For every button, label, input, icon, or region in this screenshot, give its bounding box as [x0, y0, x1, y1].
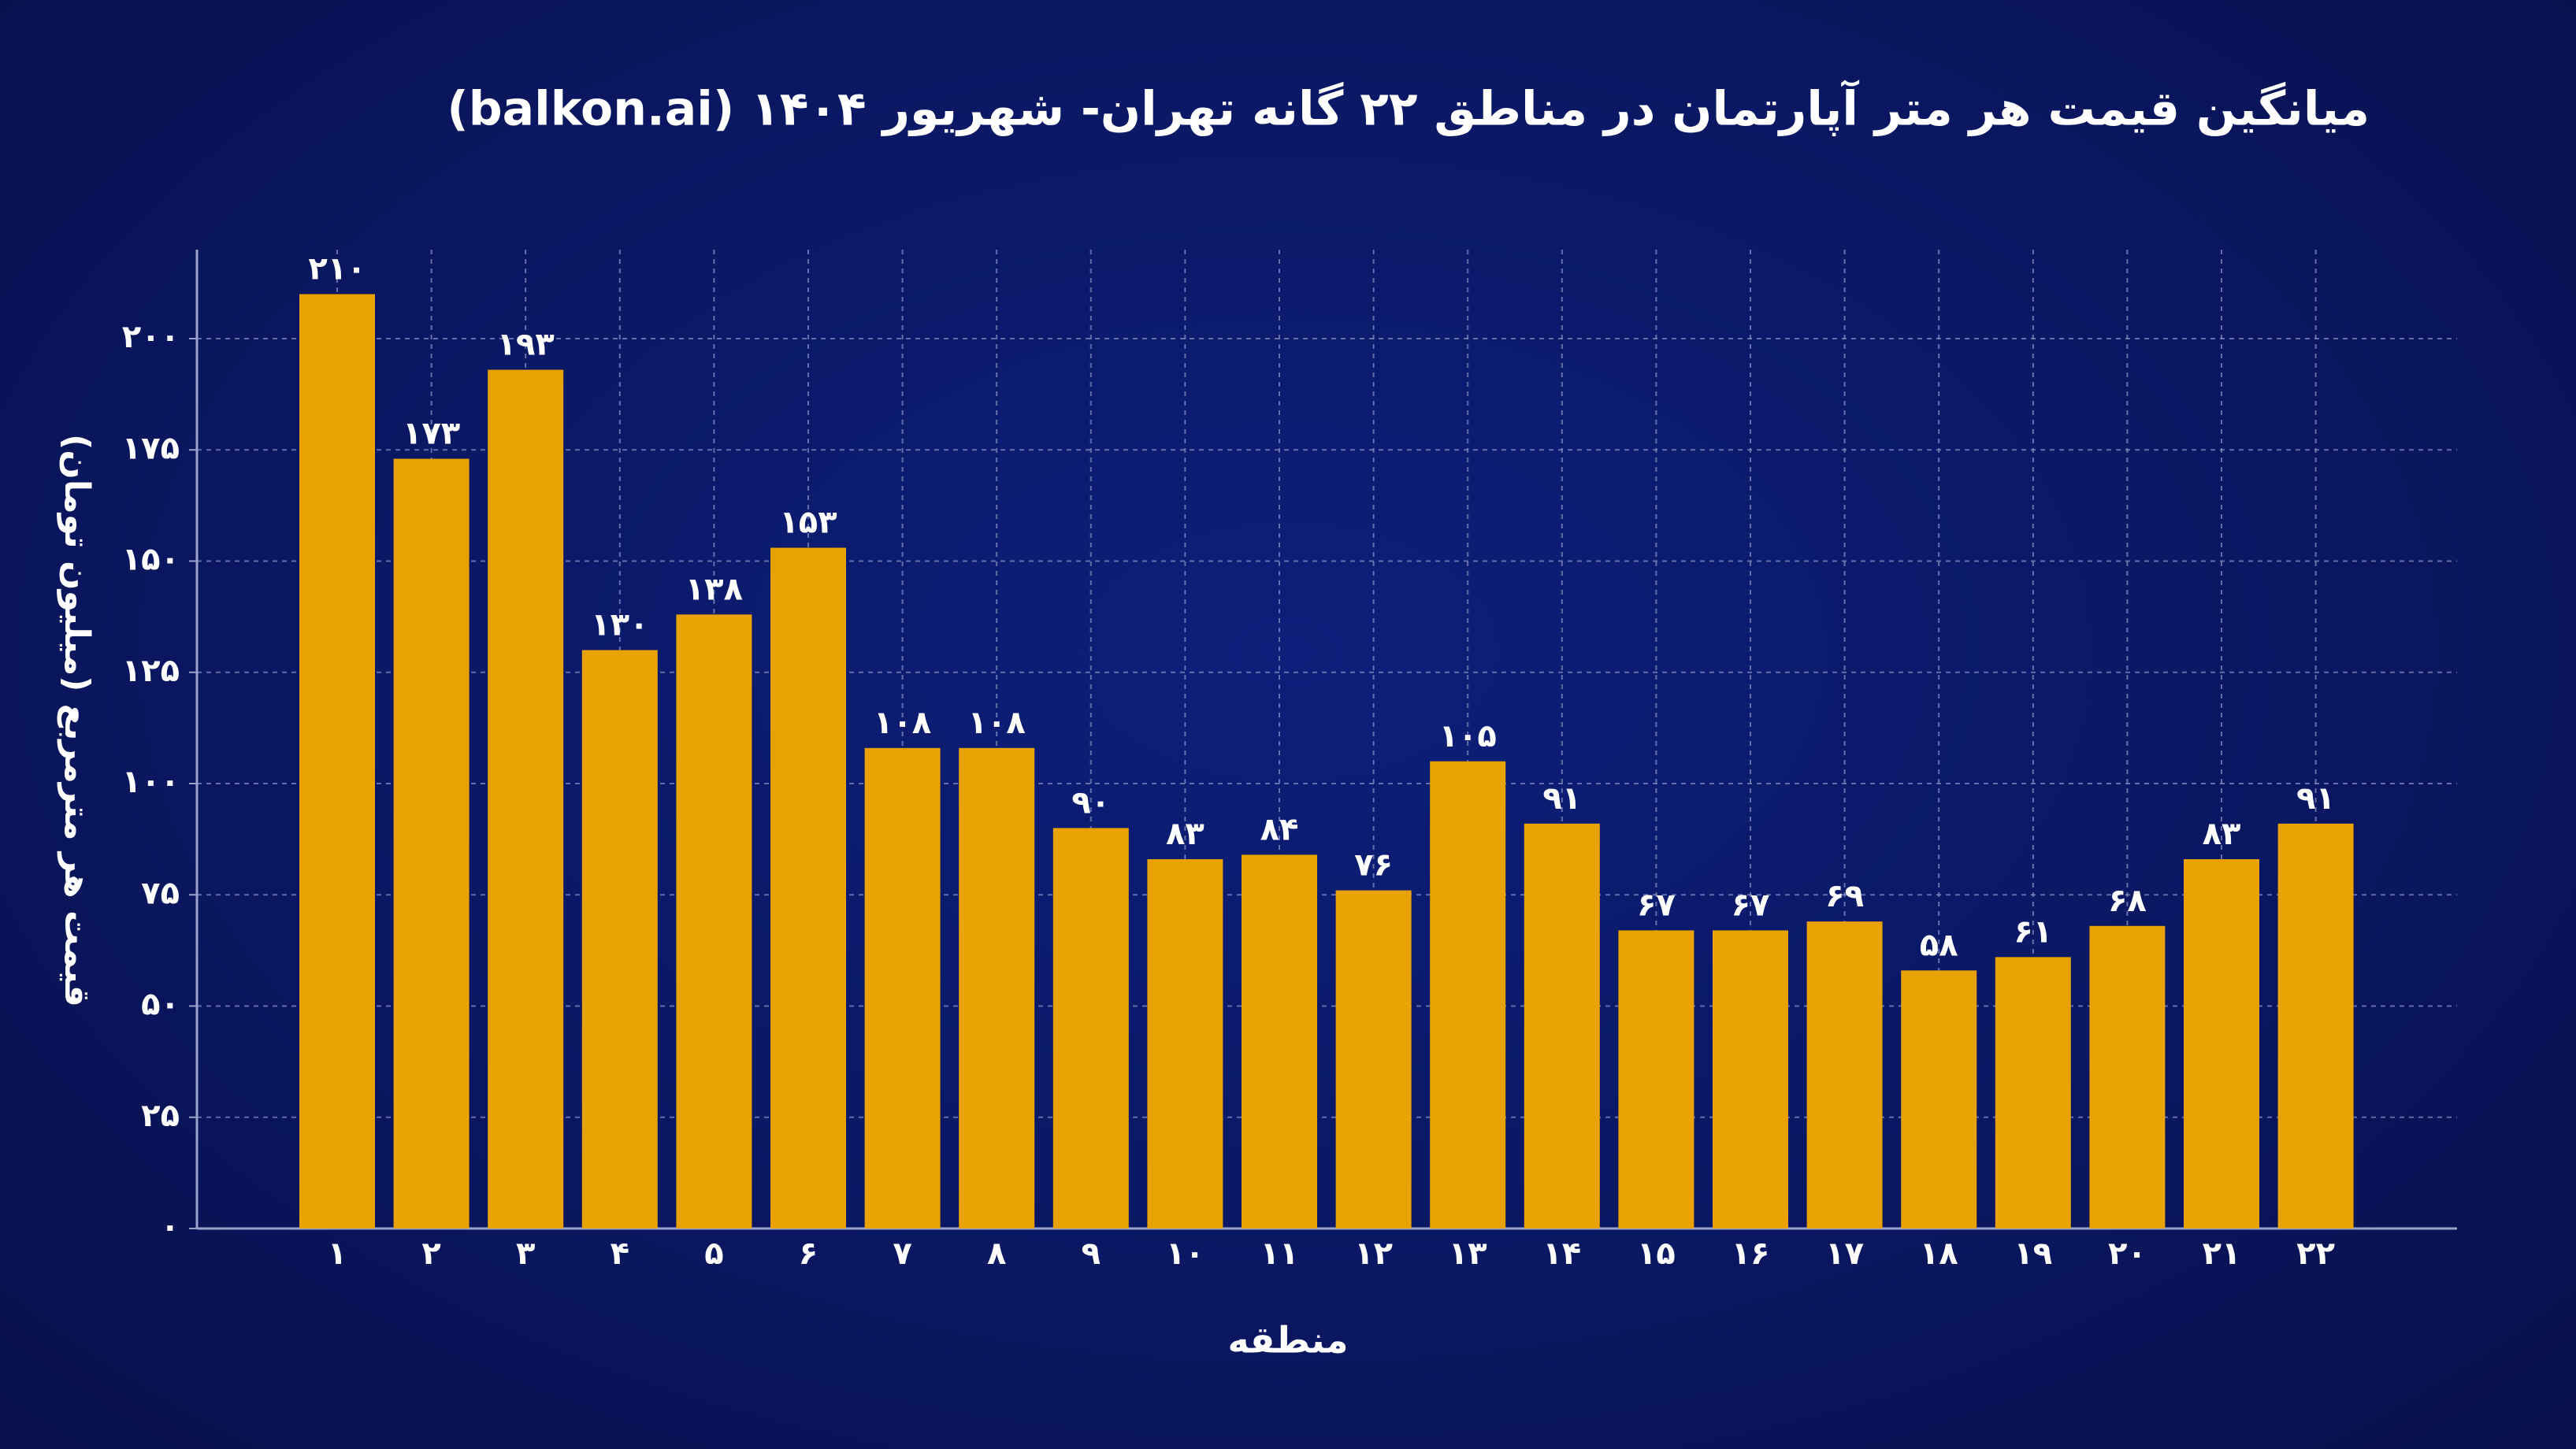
bar [1430, 761, 1506, 1228]
y-tick-label: ۲۵ [141, 1098, 180, 1134]
x-tick-label: ۱ [328, 1236, 347, 1272]
value-label: ۲۱۰ [308, 251, 366, 287]
y-tick-label: ۲۰۰ [122, 319, 180, 355]
bar [1995, 957, 2071, 1228]
bar [299, 294, 375, 1228]
x-tick-label: ۱۲ [1354, 1236, 1393, 1272]
x-tick-label: ۱۷ [1825, 1236, 1864, 1272]
x-tick-label: ۸ [987, 1236, 1006, 1272]
y-tick-label: ۱۲۵ [122, 653, 180, 689]
y-tick-label: ۰ [161, 1209, 180, 1245]
value-label: ۹۱ [2296, 780, 2335, 817]
x-tick-label: ۵ [704, 1236, 723, 1272]
x-tick-label: ۲۲ [2296, 1236, 2335, 1272]
value-label: ۷۶ [1354, 847, 1393, 884]
value-label: ۱۰۵ [1439, 718, 1497, 754]
bar [1901, 970, 1977, 1228]
bar [770, 547, 846, 1228]
bar [1618, 930, 1694, 1228]
bar [1242, 854, 1317, 1228]
value-label: ۱۰۸ [874, 705, 931, 741]
value-label: ۹۱ [1542, 780, 1581, 817]
chart-title: میانگین قیمت هر متر آپارتمان در مناطق ۲۲… [447, 80, 2370, 137]
bar [864, 747, 941, 1228]
x-tick-label: ۶ [799, 1236, 818, 1272]
bar [1147, 859, 1223, 1228]
value-label: ۱۳۸ [685, 571, 743, 607]
x-tick-label: ۱۸ [1920, 1236, 1958, 1272]
value-label: ۶۱ [2014, 914, 2052, 950]
value-label: ۶۸ [2108, 883, 2147, 919]
x-tick-label: ۲۱ [2203, 1236, 2241, 1272]
bar [676, 614, 752, 1228]
y-tick-label: ۵۰ [141, 987, 180, 1023]
value-label: ۵۸ [1920, 927, 1958, 963]
x-tick-label: ۱۱ [1260, 1236, 1299, 1272]
value-label: ۱۹۳ [497, 327, 555, 363]
bar [1052, 828, 1129, 1228]
bar [1806, 921, 1883, 1228]
x-tick-label: ۷ [893, 1236, 911, 1272]
y-tick-label: ۷۵ [141, 875, 180, 911]
value-label: ۱۵۳ [779, 505, 837, 541]
x-tick-label: ۱۳ [1449, 1236, 1487, 1272]
value-label: ۱۳۰ [591, 607, 648, 643]
value-label: ۱۰۸ [968, 705, 1026, 741]
y-axis-label: قیمت هر مترمربع (میلیون تومان) [57, 434, 97, 1007]
bar [1335, 890, 1412, 1228]
bar [1524, 823, 1600, 1228]
bar [959, 747, 1035, 1228]
x-axis-label: منطقه [1227, 1319, 1348, 1362]
x-tick-label: ۱۰ [1166, 1236, 1204, 1272]
x-tick-label: ۹ [1082, 1236, 1101, 1272]
x-tick-label: ۴ [611, 1236, 629, 1272]
bar [2277, 823, 2354, 1228]
bar [2184, 859, 2259, 1228]
y-tick-label: ۱۵۰ [122, 542, 180, 578]
value-label: ۸۴ [1260, 811, 1299, 847]
bar [393, 458, 470, 1228]
value-label: ۸۳ [1166, 816, 1204, 852]
value-label: ۹۰ [1071, 785, 1110, 821]
value-label: ۶۷ [1637, 887, 1676, 923]
bar [581, 650, 658, 1228]
value-label: ۱۷۳ [403, 416, 460, 452]
bar [2089, 925, 2166, 1228]
x-tick-label: ۱۵ [1637, 1236, 1676, 1272]
x-tick-label: ۱۶ [1732, 1236, 1770, 1272]
x-tick-label: ۲۰ [2108, 1236, 2147, 1272]
x-tick-label: ۱۹ [2014, 1236, 2052, 1272]
x-tick-label: ۱۴ [1542, 1236, 1581, 1272]
y-tick-label: ۱۷۵ [122, 430, 180, 466]
y-tick-label: ۱۰۰ [122, 764, 180, 800]
x-tick-label: ۳ [516, 1236, 535, 1272]
x-tick-label: ۲ [421, 1236, 440, 1272]
value-label: ۶۹ [1825, 878, 1864, 914]
bar [1713, 930, 1788, 1228]
value-label: ۶۷ [1732, 887, 1770, 923]
bar [488, 369, 564, 1228]
value-label: ۸۳ [2203, 816, 2241, 852]
